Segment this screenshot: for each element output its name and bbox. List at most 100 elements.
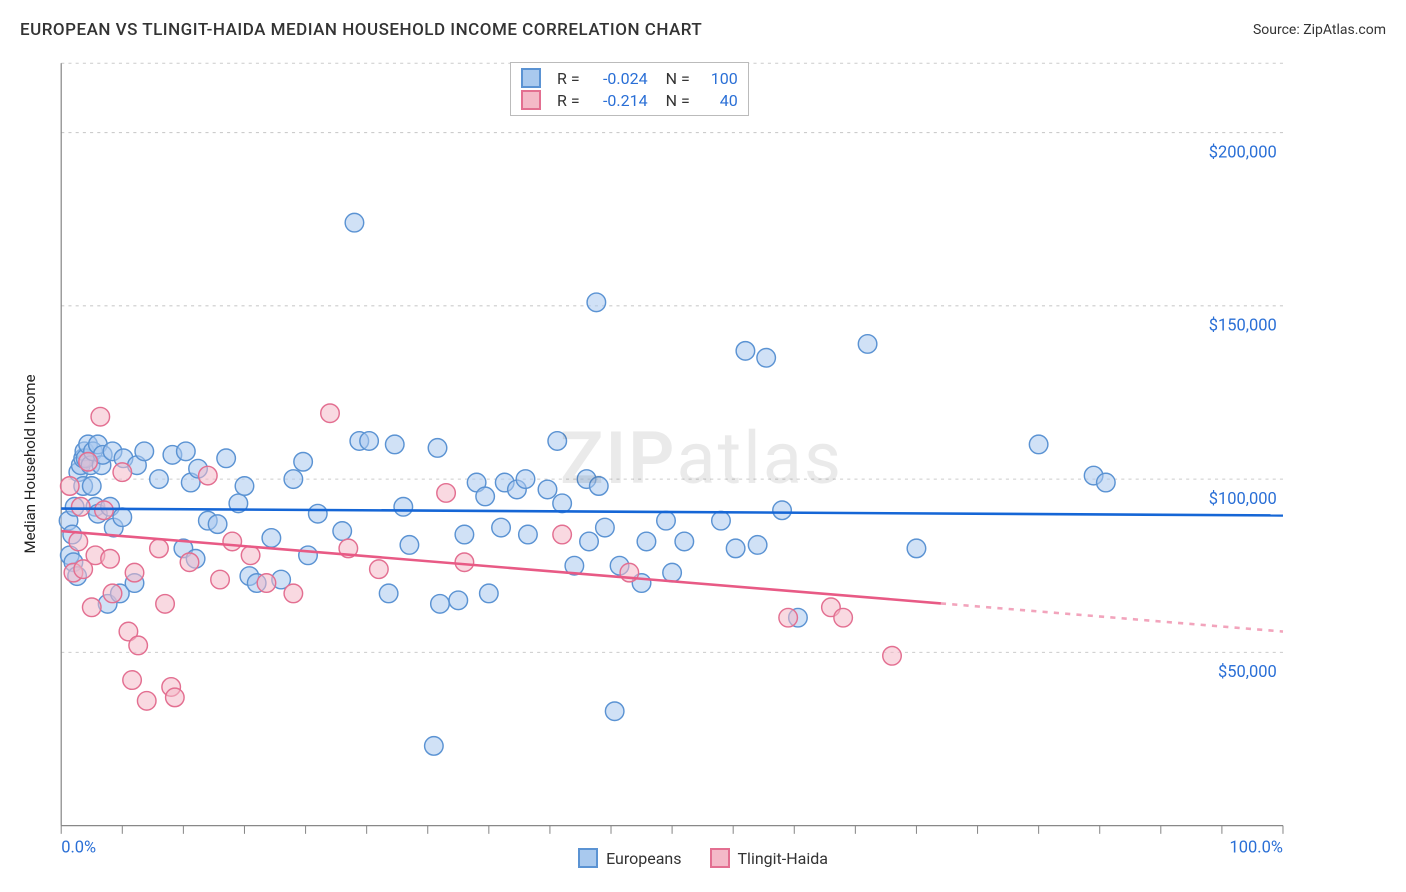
n-label: N = xyxy=(666,91,690,110)
swatch-europeans xyxy=(521,68,541,88)
data-point-tlingit xyxy=(284,584,303,603)
data-point-tlingit xyxy=(883,647,902,666)
n-value: 100 xyxy=(698,69,738,88)
data-point-europeans xyxy=(262,529,281,548)
data-point-tlingit xyxy=(166,688,185,707)
data-point-europeans xyxy=(657,511,676,530)
stats-row-europeans: R =-0.024N =100 xyxy=(521,67,738,89)
r-label: R = xyxy=(557,91,580,110)
data-point-tlingit xyxy=(437,484,456,503)
data-point-europeans xyxy=(663,563,682,582)
data-point-tlingit xyxy=(553,525,572,544)
chart-container: Median Household Income $50,000$100,000$… xyxy=(20,56,1386,872)
data-point-tlingit xyxy=(180,553,199,572)
data-point-europeans xyxy=(516,470,535,489)
data-point-tlingit xyxy=(79,452,98,471)
data-point-europeans xyxy=(385,435,404,454)
data-point-tlingit xyxy=(137,692,156,711)
data-point-tlingit xyxy=(129,636,148,655)
data-point-europeans xyxy=(309,504,328,523)
data-point-europeans xyxy=(333,522,352,541)
data-point-tlingit xyxy=(123,671,142,690)
y-tick-label: $200,000 xyxy=(1209,143,1277,162)
r-value: -0.214 xyxy=(588,91,648,110)
data-point-europeans xyxy=(1029,435,1048,454)
data-point-tlingit xyxy=(91,407,110,426)
data-point-europeans xyxy=(431,595,450,614)
data-point-tlingit xyxy=(113,463,132,482)
data-point-europeans xyxy=(449,591,468,610)
y-tick-label: $50,000 xyxy=(1218,663,1277,682)
data-point-europeans xyxy=(757,349,776,368)
data-point-europeans xyxy=(1097,473,1116,492)
swatch-europeans xyxy=(578,848,598,868)
data-point-tlingit xyxy=(95,501,114,520)
data-point-europeans xyxy=(284,470,303,489)
data-point-europeans xyxy=(726,539,745,558)
y-tick-label: $150,000 xyxy=(1209,317,1277,336)
data-point-europeans xyxy=(605,702,624,721)
data-point-europeans xyxy=(736,342,755,361)
data-point-tlingit xyxy=(834,608,853,627)
data-point-tlingit xyxy=(223,532,242,551)
data-point-europeans xyxy=(82,477,101,496)
data-point-europeans xyxy=(299,546,318,565)
source-label: Source: ZipAtlas.com xyxy=(1253,22,1386,38)
n-label: N = xyxy=(666,69,690,88)
data-point-europeans xyxy=(480,584,499,603)
data-point-europeans xyxy=(858,335,877,354)
data-point-europeans xyxy=(235,477,254,496)
data-point-tlingit xyxy=(125,563,144,582)
data-point-tlingit xyxy=(370,560,389,579)
data-point-tlingit xyxy=(257,574,276,593)
r-value: -0.024 xyxy=(588,69,648,88)
data-point-europeans xyxy=(519,525,538,544)
data-point-europeans xyxy=(675,532,694,551)
data-point-europeans xyxy=(360,432,379,451)
data-point-tlingit xyxy=(150,539,169,558)
data-point-europeans xyxy=(538,480,557,499)
data-point-tlingit xyxy=(156,595,175,614)
data-point-europeans xyxy=(400,536,419,555)
data-point-tlingit xyxy=(60,477,79,496)
y-tick-label: $100,000 xyxy=(1209,490,1277,509)
data-point-europeans xyxy=(150,470,169,489)
trendline-tlingit-dashed xyxy=(941,603,1283,631)
data-point-tlingit xyxy=(321,404,340,423)
stats-row-tlingit: R =-0.214N =40 xyxy=(521,89,738,111)
data-point-europeans xyxy=(217,449,236,468)
data-point-europeans xyxy=(587,293,606,312)
series-legend: EuropeansTlingit-Haida xyxy=(20,848,1386,872)
data-point-europeans xyxy=(492,518,511,537)
data-point-tlingit xyxy=(241,546,260,565)
data-point-europeans xyxy=(637,532,656,551)
data-point-europeans xyxy=(553,494,572,513)
data-point-tlingit xyxy=(455,553,474,572)
data-point-tlingit xyxy=(199,466,218,485)
data-point-europeans xyxy=(748,536,767,555)
data-point-europeans xyxy=(425,737,444,756)
data-point-tlingit xyxy=(101,550,120,569)
data-point-europeans xyxy=(596,518,615,537)
data-point-tlingit xyxy=(69,532,88,551)
data-point-europeans xyxy=(590,477,609,496)
stats-legend: R =-0.024N =100R =-0.214N =40 xyxy=(510,62,749,116)
data-point-europeans xyxy=(428,439,447,458)
data-point-europeans xyxy=(208,515,227,534)
legend-label: Tlingit-Haida xyxy=(738,849,828,868)
data-point-europeans xyxy=(548,432,567,451)
data-point-europeans xyxy=(394,498,413,517)
data-point-tlingit xyxy=(103,584,122,603)
data-point-tlingit xyxy=(82,598,101,617)
data-point-tlingit xyxy=(211,570,230,589)
data-point-europeans xyxy=(113,508,132,527)
data-point-tlingit xyxy=(779,608,798,627)
data-point-europeans xyxy=(135,442,154,461)
data-point-europeans xyxy=(907,539,926,558)
data-point-europeans xyxy=(177,442,196,461)
data-point-europeans xyxy=(379,584,398,603)
scatter-plot: $50,000$100,000$150,000$200,0000.0%100.0… xyxy=(20,56,1386,872)
data-point-europeans xyxy=(455,525,474,544)
swatch-tlingit xyxy=(710,848,730,868)
chart-title: EUROPEAN VS TLINGIT-HAIDA MEDIAN HOUSEHO… xyxy=(20,20,702,40)
